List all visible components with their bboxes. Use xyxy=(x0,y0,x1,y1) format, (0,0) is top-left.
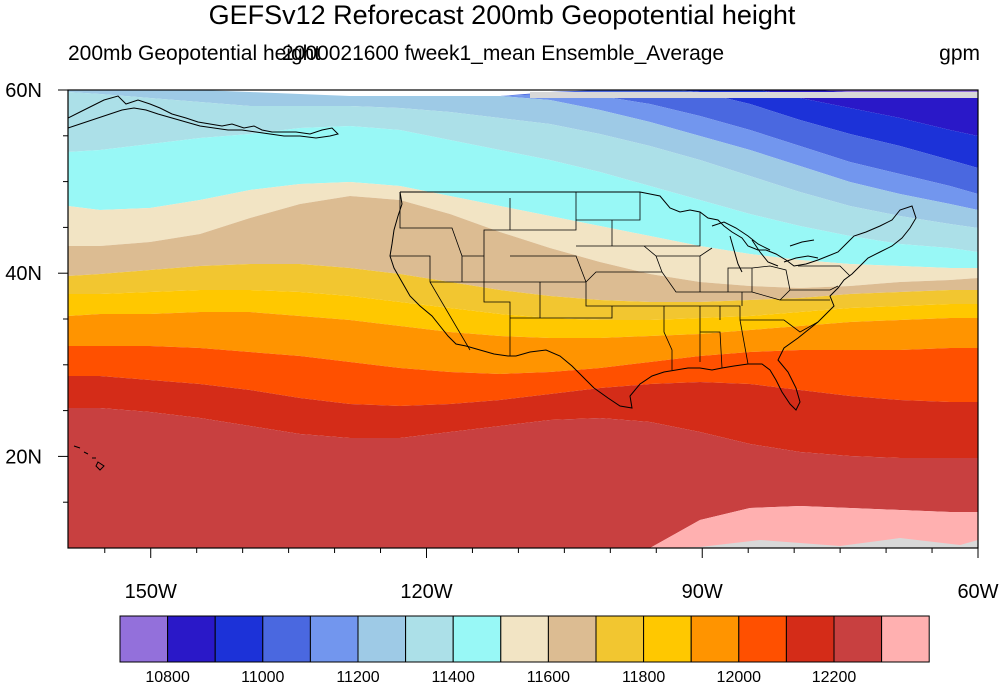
contour-band xyxy=(68,126,978,268)
lat-tick-label: 60N xyxy=(5,80,42,102)
map-title: GEFSv12 Reforecast 200mb Geopotential he… xyxy=(208,0,796,30)
run-info-subtitle: 2000021600 fweek1_mean Ensemble_Average xyxy=(282,42,725,65)
colorbar-swatch xyxy=(262,615,311,663)
lat-tick-label: 20N xyxy=(5,446,42,468)
colorbar: 10800 11000 11200 11400 11600 11800 12000 12200 xyxy=(119,615,930,684)
colorbar-swatch xyxy=(643,615,692,663)
height-contour-field xyxy=(68,90,978,548)
colorbar-swatch xyxy=(690,615,740,663)
axis-tick-labels: 150W 120W 90W 60W 60N 40N 20N xyxy=(5,80,998,603)
contour-band xyxy=(200,90,978,194)
missing-data-patch xyxy=(660,538,978,548)
colorbar-label: 11800 xyxy=(622,669,665,684)
contour-band xyxy=(200,90,978,168)
contour-band xyxy=(68,182,978,288)
colorbar-swatch xyxy=(405,615,454,663)
landmask xyxy=(530,92,978,548)
colorbar-swatch xyxy=(119,615,169,663)
colorbar-swatch xyxy=(785,615,835,663)
contour-band xyxy=(68,196,978,302)
colorbar-label: 11400 xyxy=(432,669,475,684)
contour-band xyxy=(68,408,978,548)
colorbar-swatch xyxy=(309,615,359,663)
lon-tick-label: 90W xyxy=(682,581,723,603)
contour-band xyxy=(68,346,978,406)
colorbar-label: 10800 xyxy=(145,669,190,684)
political-boundaries xyxy=(68,95,917,471)
alaska-coastline xyxy=(68,95,339,139)
colorbar-swatch xyxy=(833,615,883,663)
contour-band xyxy=(68,90,978,228)
colorbar-label: 11600 xyxy=(527,669,570,684)
lon-tick-label: 150W xyxy=(125,581,177,603)
colorbar-swatch xyxy=(738,615,787,663)
colorbar-label: 11200 xyxy=(336,669,379,684)
contour-band xyxy=(200,90,978,98)
colorbar-swatch xyxy=(167,615,216,663)
us-coastline xyxy=(389,191,917,411)
colorbar-swatch xyxy=(547,615,597,663)
variable-subtitle: 200mb Geopotential height xyxy=(68,42,321,65)
colorbar-label: 11000 xyxy=(241,669,284,684)
lon-tick-label: 60W xyxy=(957,581,998,603)
hawaii-islands xyxy=(73,445,105,471)
colorbar-swatch xyxy=(881,615,930,663)
colorbar-label: 12200 xyxy=(812,669,857,684)
axis-ticks xyxy=(58,89,979,558)
contour-band xyxy=(68,290,978,338)
contour-band xyxy=(650,506,978,548)
units-label: gpm xyxy=(939,42,980,65)
colorbar-swatch xyxy=(452,615,502,663)
lon-tick-label: 120W xyxy=(400,581,452,603)
contour-band xyxy=(68,92,978,252)
colorbar-swatch xyxy=(214,615,264,663)
state-borders xyxy=(390,192,851,370)
contour-band xyxy=(68,264,978,320)
colorbar-label: 12000 xyxy=(717,669,762,684)
missing-data-patch xyxy=(530,92,978,98)
colorbar-swatch xyxy=(595,615,645,663)
contour-band xyxy=(68,376,978,458)
lat-tick-label: 40N xyxy=(5,263,42,285)
colorbar-swatch xyxy=(500,615,549,663)
contour-band xyxy=(68,312,978,374)
colorbar-swatch xyxy=(357,615,407,663)
great-lakes xyxy=(711,221,819,273)
